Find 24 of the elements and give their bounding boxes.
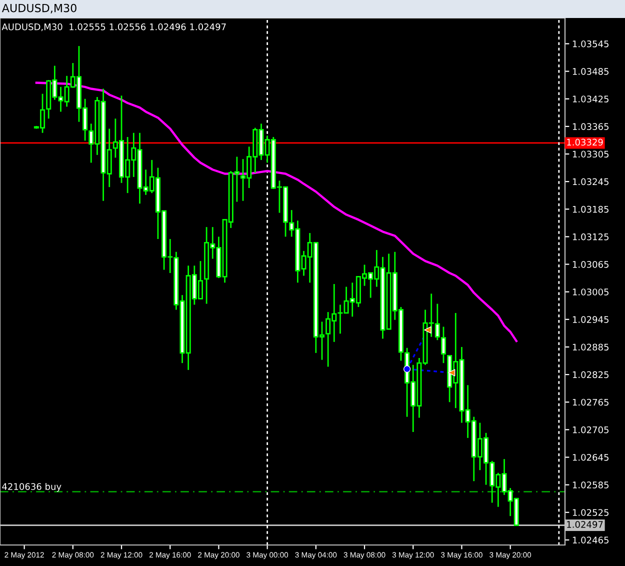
y-tick-label: 1.02885 <box>572 344 608 351</box>
ref-line-label: 4210636 buy <box>2 482 62 492</box>
y-tick-label: 1.03545 <box>572 40 608 48</box>
y-tick-label: 1.02465 <box>572 536 608 544</box>
y-tick-label: 1.03065 <box>572 261 608 268</box>
text: AUDUSD,M30 1.02555 1.02556 1.02496 1.02497 <box>2 23 226 32</box>
y-tick-label: 1.03425 <box>572 96 608 102</box>
y-tick-label: 1.02765 <box>572 398 608 406</box>
y-tick-label: 1.03185 <box>572 206 608 213</box>
y-tick-label: 1.02585 <box>572 482 608 488</box>
y-tick-label: 1.03005 <box>572 288 608 296</box>
chart-title: AUDUSD,M30 <box>2 4 76 14</box>
y-tick-label: 1.03485 <box>572 68 608 75</box>
y-tick-label: 1.03245 <box>572 178 608 186</box>
ref-line-label: 1.03329 <box>567 138 603 146</box>
y-tick-label: 1.03305 <box>572 150 608 158</box>
y-tick-label: 1.02705 <box>572 426 608 434</box>
y-tick-label: 1.03365 <box>572 123 608 130</box>
y-tick-label: 1.02525 <box>572 509 608 516</box>
y-tick-label: 1.02825 <box>572 371 608 378</box>
ref-line-label: 1.02497 <box>567 521 603 528</box>
y-tick-label: 1.02945 <box>572 316 608 323</box>
y-tick-label: 1.03125 <box>572 233 608 240</box>
y-tick-label: 1.02645 <box>572 454 608 461</box>
